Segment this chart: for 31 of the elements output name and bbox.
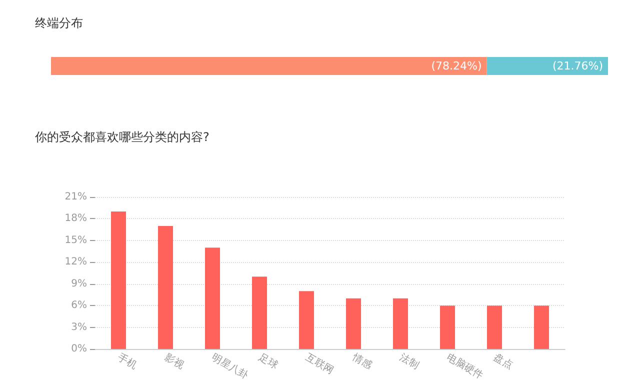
y-tick-label: 6%: [71, 300, 87, 312]
bar: [111, 211, 126, 349]
y-tick-label: 9%: [71, 278, 87, 290]
y-tick-label: 15%: [64, 234, 87, 246]
bar: [440, 306, 455, 349]
bar: [158, 226, 173, 349]
y-tick-label: 0%: [71, 344, 87, 354]
x-tick-label: 电脑硬件: [444, 351, 486, 382]
x-tick-label: 足球: [256, 351, 280, 372]
bar: [346, 298, 361, 349]
x-tick-label: 法制: [398, 351, 422, 372]
bar: [205, 248, 220, 349]
y-tick-label: 3%: [71, 322, 87, 333]
data-label: (78.24%): [431, 60, 482, 72]
y-tick-label: 12%: [64, 256, 87, 268]
x-tick-label: 情感: [350, 350, 374, 372]
x-tick-label: 盘点: [492, 351, 516, 372]
bar: [299, 291, 314, 349]
bar: [487, 306, 502, 349]
y-tick-label: 18%: [64, 213, 87, 224]
bar: [393, 298, 408, 349]
data-label: (21.76%): [552, 60, 603, 72]
bar: [252, 276, 267, 349]
bar: [534, 306, 549, 349]
chart-title: 终端分布: [35, 16, 83, 30]
x-tick-label: 手机: [116, 351, 140, 372]
chart-title: 你的受众都喜欢哪些分类的内容?: [34, 130, 210, 144]
x-tick-label: 影视: [162, 351, 186, 372]
x-tick-label: 互联网: [304, 351, 336, 377]
y-tick-label: 21%: [64, 192, 87, 202]
x-tick-label: 明星八卦: [210, 351, 250, 382]
